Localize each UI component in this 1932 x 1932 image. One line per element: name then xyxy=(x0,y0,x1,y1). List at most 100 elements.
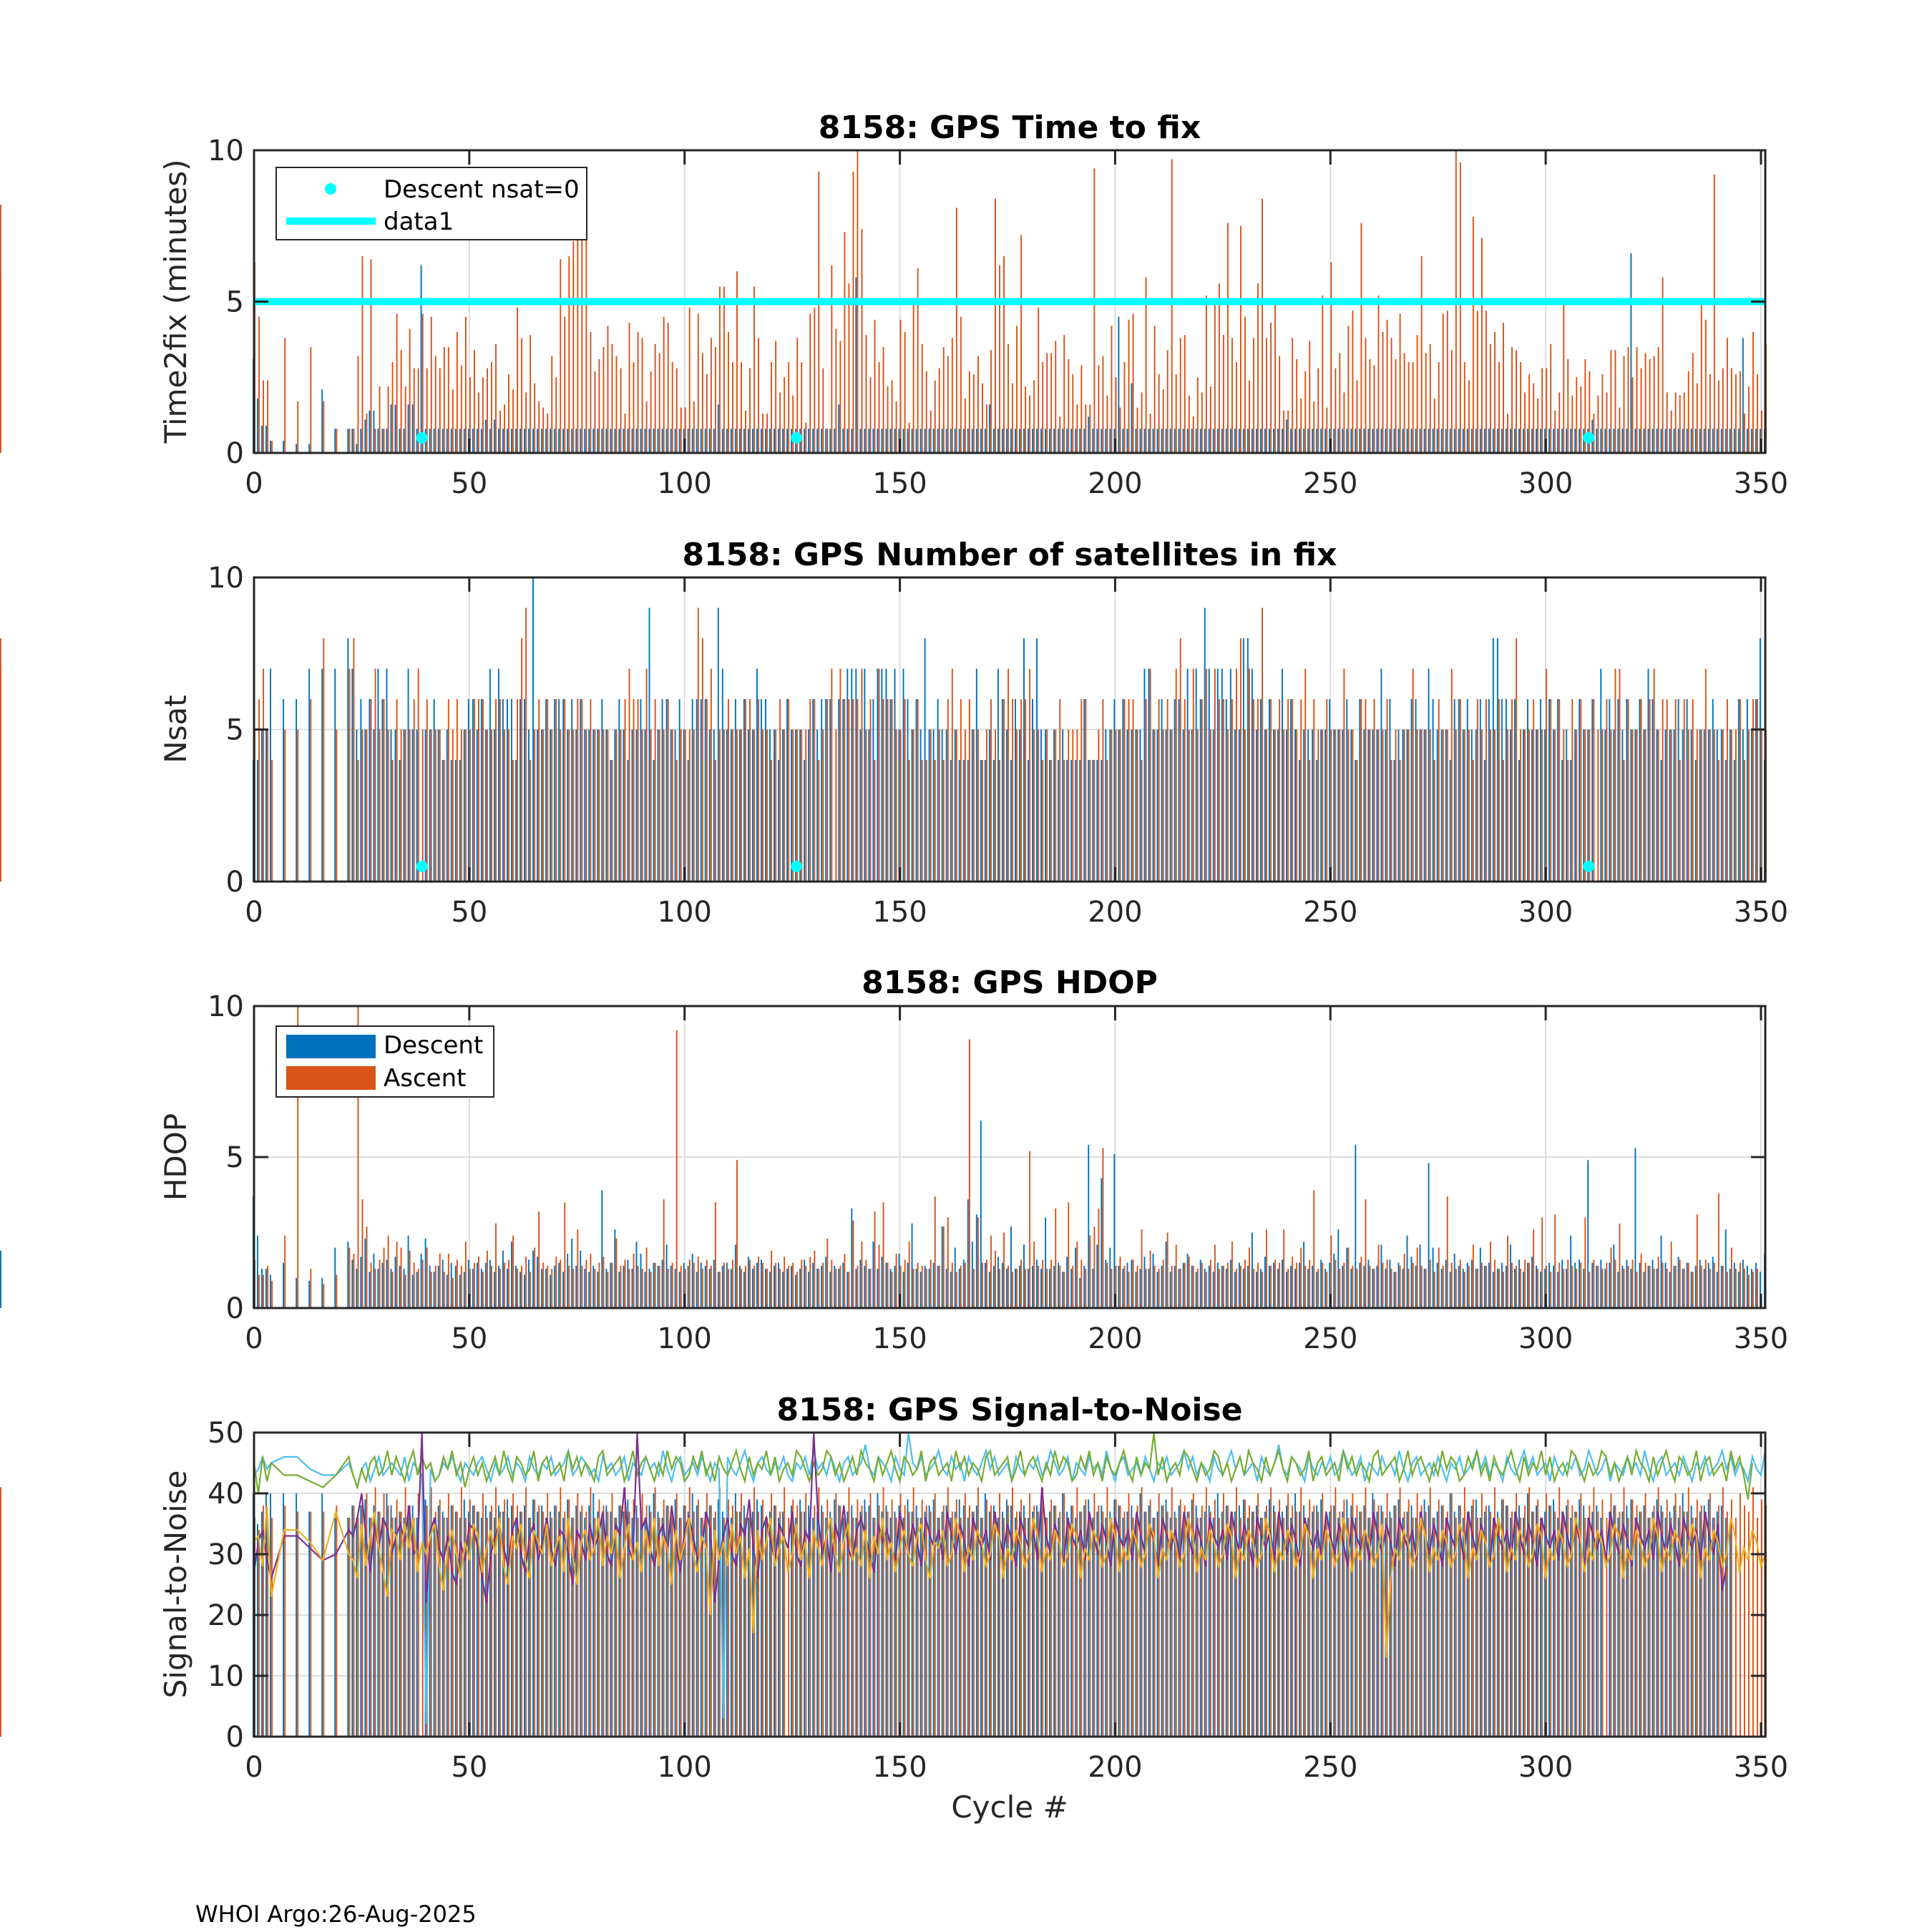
bar-descent xyxy=(1737,429,1740,453)
bar-ascent xyxy=(1119,729,1121,882)
bar-ascent xyxy=(1059,1265,1061,1308)
bar-descent xyxy=(1342,729,1344,882)
bar-ascent xyxy=(960,1265,962,1308)
bar-ascent xyxy=(1730,729,1732,882)
bar-ascent xyxy=(1145,277,1147,453)
bar-descent xyxy=(765,429,766,453)
bar-ascent-snr xyxy=(1317,1511,1319,1737)
bar-descent xyxy=(958,1269,960,1308)
bar-descent xyxy=(1312,429,1314,453)
bar-ascent xyxy=(482,1272,484,1308)
bar-ascent xyxy=(1292,338,1294,453)
x-tick-label: 300 xyxy=(1518,1751,1573,1784)
bar-descent xyxy=(1105,1259,1107,1308)
bar-descent xyxy=(1148,668,1150,882)
bar-descent-snr xyxy=(1652,1511,1654,1737)
bar-descent xyxy=(1673,1265,1675,1308)
bar-ascent xyxy=(1171,729,1173,882)
snr-line-snr2 xyxy=(253,1432,1753,1500)
bar-descent xyxy=(1707,1262,1709,1308)
bar-ascent xyxy=(421,1259,424,1308)
bar-descent xyxy=(941,429,943,453)
bar-descent xyxy=(635,429,638,453)
bar-descent-snr xyxy=(377,1511,379,1737)
bar-descent-snr xyxy=(1053,1506,1055,1737)
bar-ascent xyxy=(477,392,479,453)
bar-descent xyxy=(1652,429,1654,453)
bar-ascent-snr xyxy=(904,1506,906,1737)
bar-ascent xyxy=(1653,1269,1655,1308)
bar-descent-snr xyxy=(1152,1518,1154,1737)
bar-descent xyxy=(1225,699,1227,882)
bar-ascent xyxy=(874,319,876,453)
bar-descent xyxy=(532,577,535,882)
bar-descent xyxy=(774,1265,775,1308)
bar-descent xyxy=(467,699,469,882)
bar-descent xyxy=(519,1272,521,1308)
bar-ascent xyxy=(517,699,519,882)
bar-ascent xyxy=(1726,338,1728,453)
bar-ascent xyxy=(788,1265,790,1308)
bar-ascent xyxy=(1533,699,1535,882)
bar-descent-snr xyxy=(1066,1511,1068,1737)
bar-ascent-snr xyxy=(1528,1487,1531,1737)
bar-ascent xyxy=(1696,383,1698,453)
bar-ascent xyxy=(857,699,859,882)
bar-ascent xyxy=(417,368,419,453)
bar-descent xyxy=(386,429,388,453)
bar-ascent xyxy=(1326,407,1328,453)
bar-ascent xyxy=(1205,1272,1207,1308)
bar-ascent-snr xyxy=(602,1506,605,1737)
bar-descent xyxy=(1496,1269,1498,1308)
bar-ascent xyxy=(1666,392,1668,453)
bar-descent-snr xyxy=(373,1506,375,1737)
bar-ascent-snr xyxy=(951,1511,953,1737)
bar-descent-snr xyxy=(605,1506,608,1737)
bar-ascent xyxy=(895,401,897,453)
bar-descent xyxy=(528,729,530,882)
bar-ascent xyxy=(904,331,906,453)
bar-ascent xyxy=(1249,668,1250,882)
bar-descent xyxy=(1299,1262,1301,1308)
bar-ascent xyxy=(995,1250,996,1308)
bar-descent-snr xyxy=(1561,1511,1563,1737)
bar-ascent-snr xyxy=(784,1487,786,1737)
bar-ascent-snr xyxy=(590,1487,592,1737)
bar-descent-snr xyxy=(1350,1506,1352,1737)
bar-descent xyxy=(1393,760,1395,882)
bar-ascent xyxy=(723,286,725,453)
bar-ascent xyxy=(654,1262,656,1308)
bar-descent-snr xyxy=(364,1499,366,1737)
bar-ascent xyxy=(1287,410,1289,453)
bar-descent xyxy=(532,429,535,453)
bar-ascent xyxy=(1365,699,1367,882)
bar-ascent xyxy=(925,760,927,882)
bar-ascent-snr xyxy=(1093,1493,1096,1737)
bar-descent xyxy=(1720,1265,1722,1308)
bar-ascent xyxy=(882,1202,884,1308)
bar-ascent xyxy=(934,1196,936,1308)
bar-ascent xyxy=(654,343,656,453)
bar-descent xyxy=(1216,668,1219,882)
bar-descent xyxy=(1040,429,1043,453)
bar-ascent xyxy=(951,338,953,453)
bar-ascent xyxy=(1433,760,1435,882)
bar-ascent xyxy=(1589,729,1591,882)
bar-descent xyxy=(1755,429,1757,453)
bar-descent-snr xyxy=(1186,1511,1189,1737)
bar-ascent-snr xyxy=(1407,1499,1410,1737)
bar-descent xyxy=(580,1250,582,1308)
bar-descent xyxy=(1604,1269,1606,1308)
bar-ascent xyxy=(267,380,269,453)
bar-descent xyxy=(454,1265,457,1308)
bar-ascent-snr xyxy=(826,1499,829,1737)
legend-swatch-descent xyxy=(286,1035,376,1058)
bar-descent xyxy=(868,429,870,453)
bar-ascent-snr xyxy=(1480,1493,1483,1737)
bar-ascent xyxy=(271,441,273,453)
bar-ascent xyxy=(1416,335,1418,453)
bar-descent-snr xyxy=(1040,1499,1043,1737)
bar-ascent xyxy=(1683,392,1685,453)
bar-descent xyxy=(1212,1272,1214,1308)
bar-ascent xyxy=(1025,386,1027,453)
